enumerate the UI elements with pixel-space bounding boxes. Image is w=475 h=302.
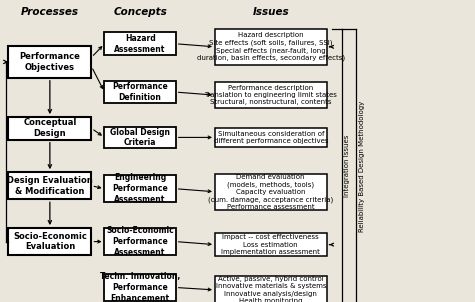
FancyBboxPatch shape: [104, 274, 176, 301]
FancyBboxPatch shape: [215, 127, 327, 147]
FancyBboxPatch shape: [104, 81, 176, 103]
Text: Performance description
Translation to engineering limit states
Structural, nons: Performance description Translation to e…: [204, 85, 337, 105]
Text: Design Evaluation
& Modification: Design Evaluation & Modification: [7, 176, 93, 196]
Text: Processes: Processes: [21, 7, 79, 17]
FancyBboxPatch shape: [215, 174, 327, 210]
FancyBboxPatch shape: [8, 46, 91, 78]
Text: Socio-Economic
Evaluation: Socio-Economic Evaluation: [13, 232, 87, 252]
Text: Reliability Based Design Methodology: Reliability Based Design Methodology: [360, 101, 365, 232]
FancyBboxPatch shape: [8, 172, 91, 199]
FancyBboxPatch shape: [215, 276, 327, 302]
Text: Socio-Economic
Performance
Assessment: Socio-Economic Performance Assessment: [106, 226, 174, 257]
FancyBboxPatch shape: [104, 33, 176, 55]
Text: Conceptual
Design: Conceptual Design: [23, 118, 76, 138]
Text: Impact -- cost effectiveness
Loss estimation
Implementation assessment: Impact -- cost effectiveness Loss estima…: [221, 234, 320, 255]
FancyBboxPatch shape: [215, 233, 327, 256]
Text: Global Design
Criteria: Global Design Criteria: [110, 127, 170, 147]
FancyBboxPatch shape: [8, 117, 91, 140]
Text: Simultaneous consideration of
different performance objectives: Simultaneous consideration of different …: [213, 131, 328, 144]
Text: Performance
Objectives: Performance Objectives: [19, 52, 80, 72]
Text: Demand evaluation
(models, methods, tools)
Capacity evaluation
(cum. damage, acc: Demand evaluation (models, methods, tool…: [208, 174, 333, 210]
Text: Hazard description
Site effects (soft soils, failures, SSI)
Special effects (nea: Hazard description Site effects (soft so…: [197, 32, 345, 61]
Text: Active, passive, hybrid control
Innovative materials & systems
Innovative analys: Active, passive, hybrid control Innovati…: [216, 276, 326, 302]
Text: Performance
Definition: Performance Definition: [112, 82, 168, 102]
Text: Techn. Innovation,
Performance
Enhancement: Techn. Innovation, Performance Enhanceme…: [100, 272, 180, 302]
Text: Issues: Issues: [252, 7, 289, 17]
FancyBboxPatch shape: [215, 29, 327, 65]
FancyBboxPatch shape: [104, 175, 176, 202]
Text: Hazard
Assessment: Hazard Assessment: [114, 34, 166, 54]
FancyBboxPatch shape: [215, 82, 327, 108]
Text: Concepts: Concepts: [113, 7, 167, 17]
FancyBboxPatch shape: [104, 228, 176, 255]
FancyBboxPatch shape: [8, 228, 91, 255]
Text: Engineering
Performance
Assessment: Engineering Performance Assessment: [112, 174, 168, 204]
Text: Integration Issues: Integration Issues: [344, 135, 350, 197]
FancyBboxPatch shape: [104, 127, 176, 148]
